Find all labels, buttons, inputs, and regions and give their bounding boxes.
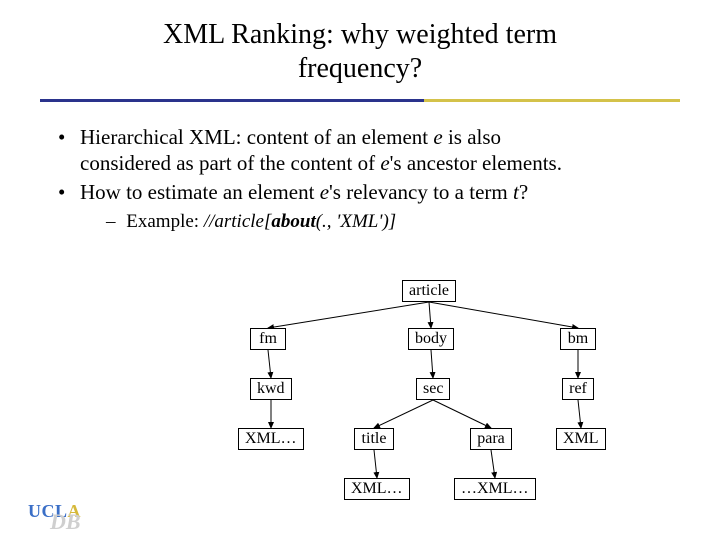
tree-node-xml1: XML…	[238, 428, 304, 450]
bullet-list: Hierarchical XML: content of an element …	[58, 124, 720, 205]
tree-node-para: para	[470, 428, 512, 450]
tree-node-xml3: XML…	[344, 478, 410, 500]
tree-node-article: article	[402, 280, 456, 302]
tree-node-kwd: kwd	[250, 378, 292, 400]
title-line2: frequency?	[298, 53, 422, 84]
ucla-db-logo: UCLA DB	[28, 501, 81, 522]
slide-title: XML Ranking: why weighted term frequency…	[0, 0, 720, 85]
bullet-1: Hierarchical XML: content of an element …	[58, 124, 720, 177]
title-underline	[40, 99, 680, 102]
title-line1: XML Ranking: why weighted term	[163, 19, 557, 50]
tree-edges	[0, 280, 720, 510]
tree-node-xml4: …XML…	[454, 478, 536, 500]
bullet-2: How to estimate an element e's relevancy…	[58, 179, 720, 205]
tree-node-title: title	[354, 428, 394, 450]
tree-node-bm: bm	[560, 328, 596, 350]
tree-node-fm: fm	[250, 328, 286, 350]
tree-node-sec: sec	[416, 378, 450, 400]
tree-node-ref: ref	[562, 378, 594, 400]
tree-node-xml2: XML	[556, 428, 606, 450]
tree-node-body: body	[408, 328, 454, 350]
sub-bullet: – Example: //article[about(., 'XML')]	[106, 211, 720, 233]
xml-tree-diagram: article fm body bm kwd sec ref XML… title para XML…	[0, 280, 720, 510]
